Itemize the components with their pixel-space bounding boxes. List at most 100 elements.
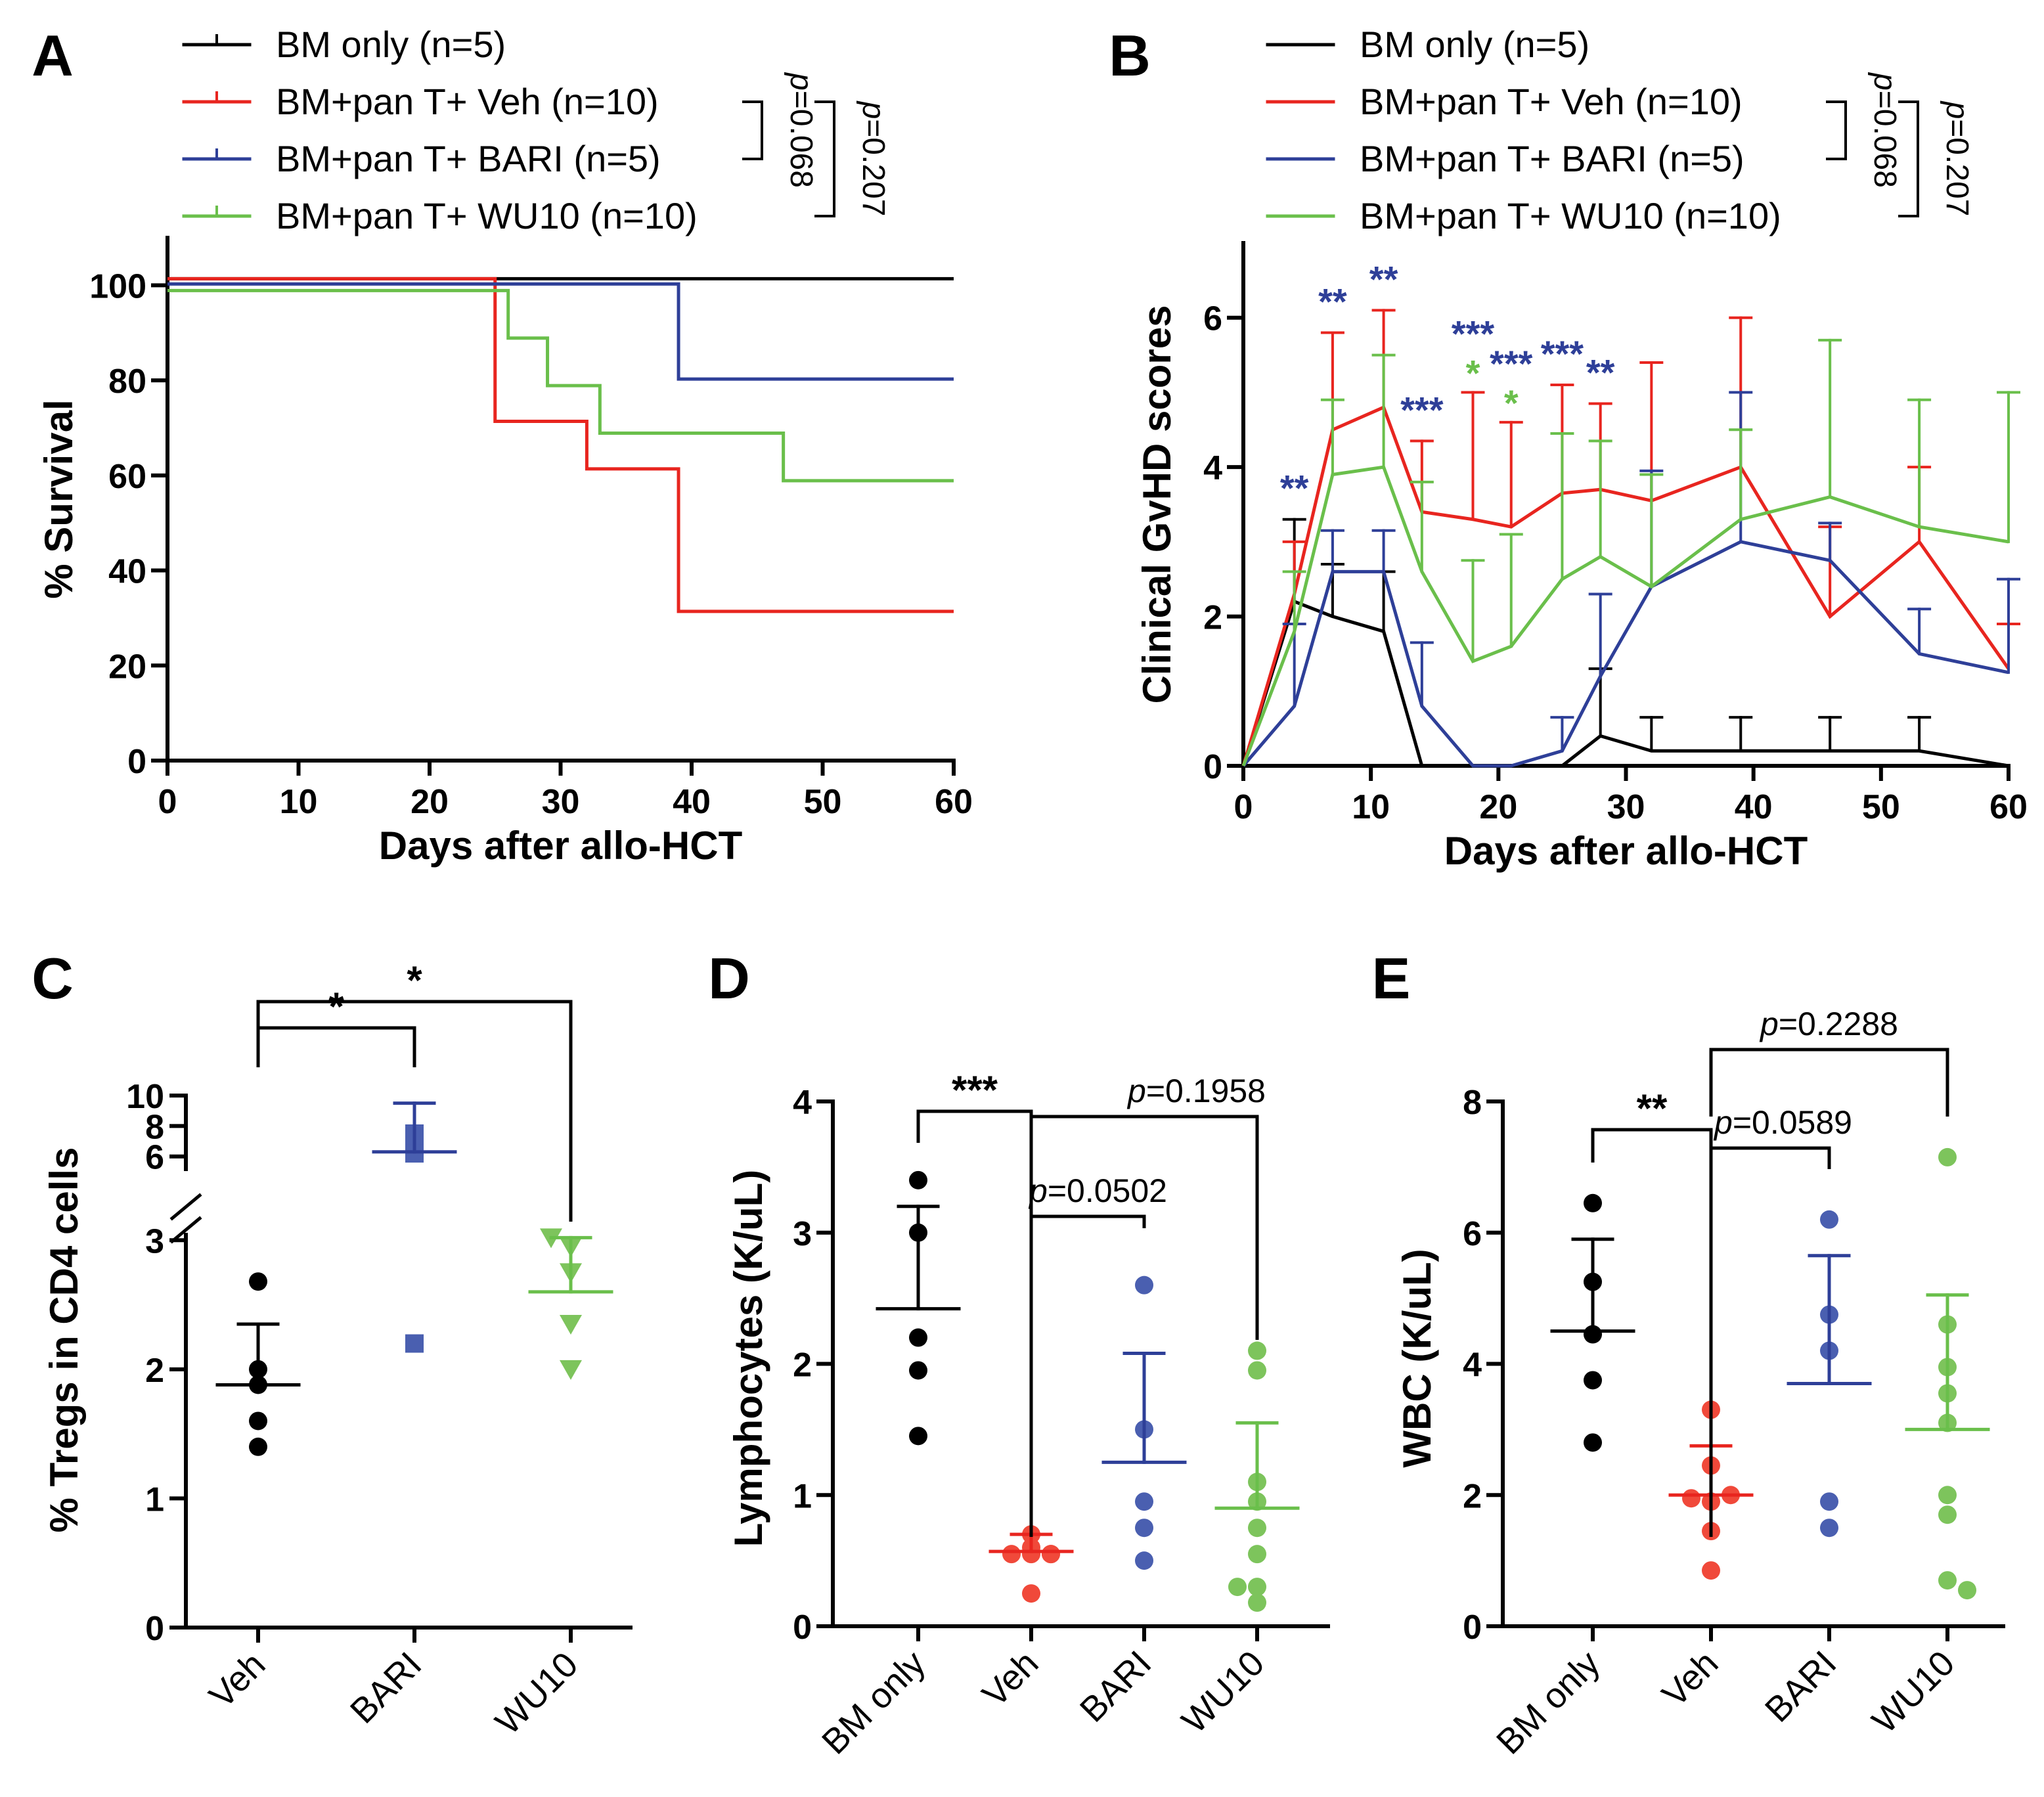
x-tick-label: 0 [1234,788,1253,826]
x-tick-label: 40 [673,783,711,821]
data-point [1022,1584,1040,1603]
data-point [1135,1519,1153,1538]
data-point [1584,1193,1602,1212]
y-axis-title: Clinical GvHD scores [1135,305,1179,704]
legend-label: BM+pan T+ Veh (n=10) [1360,81,1743,122]
series-line [1241,599,2009,768]
x-tick-label: 10 [1352,788,1390,826]
y-tick-label: 10 [126,1078,164,1116]
significance-star: *** [1452,313,1495,354]
y-tick-label: 20 [108,648,146,686]
data-point [1820,1210,1838,1229]
pvalue-bracket [742,100,763,160]
y-tick-label: 8 [1463,1084,1482,1122]
x-tick-label: 40 [1735,788,1773,826]
y-tick-label: 4 [1463,1346,1482,1385]
y-axis-title: % Tregs in CD4 cells [42,1147,86,1533]
y-tick-label: 60 [108,458,146,496]
x-tick-label: 60 [1989,788,2028,826]
significance-star: *** [1490,343,1533,384]
significance-bracket [1709,1146,1831,1537]
data-point [909,1170,927,1189]
pvalue-label: p=0.207 [1940,100,1974,217]
data-point [909,1427,927,1446]
data-point [1958,1581,1976,1600]
significance-star: ** [1586,351,1615,393]
data-point [249,1272,267,1291]
y-tick-label: 40 [108,553,146,591]
data-point [560,1315,582,1335]
data-point [909,1328,927,1347]
significance-star: *** [952,1068,998,1112]
data-point [1042,1545,1060,1564]
x-tick-label: 30 [1607,788,1645,826]
y-tick-label: 2 [1203,599,1222,637]
data-point [1248,1361,1266,1380]
data-point [1584,1433,1602,1452]
y-tick-label: 0 [145,1610,164,1648]
y-axis-title: Lymphocytes (K/uL) [726,1170,770,1547]
panel-label: C [32,946,74,1011]
y-tick-label: 2 [145,1352,164,1390]
significance-star: ** [1637,1086,1668,1130]
significance-bracket [256,1026,416,1067]
y-tick-label: 100 [89,267,146,305]
series-line [167,277,954,613]
x-tick-label: 60 [935,783,973,821]
significance-star: * [328,985,344,1029]
pvalue-label: p=0.068 [1867,72,1902,188]
y-tick-label: 80 [108,363,146,401]
data-point [1002,1545,1021,1564]
significance-star: *** [1400,389,1444,430]
data-point [1938,1505,1957,1524]
legend-label: BM+pan T+ BARI (n=5) [1360,138,1744,179]
significance-star: ** [1369,258,1398,300]
series-line [167,288,954,483]
data-point [1135,1551,1153,1570]
significance-star: *** [1541,333,1584,374]
data-point [1248,1519,1266,1538]
x-tick-label: 20 [1479,788,1517,826]
data-point [1022,1545,1040,1564]
data-point [1702,1561,1720,1580]
data-point [1938,1571,1957,1590]
x-tick-label: 20 [411,783,449,821]
pvalue-bracket [1826,100,1847,160]
x-tick-label: 30 [542,783,580,821]
data-point [909,1361,927,1380]
significance-bracket [1709,1048,1949,1117]
significance-star: * [407,958,422,1002]
data-point [1248,1341,1266,1360]
panel-label: E [1372,946,1411,1011]
legend-label: BM only (n=5) [1360,24,1589,65]
significance-star: ** [1318,280,1347,322]
panel-a-survival-chart: A BM only (n=5) BM+pan T+ Veh (n=10) BM+pan… [32,23,973,868]
data-point [1584,1371,1602,1390]
significance-star: * [1466,352,1480,393]
pvalue-bracket [1898,100,1919,217]
series-line [1241,465,2009,766]
pvalue-label: p=0.0589 [1713,1104,1852,1141]
y-tick-label: 2 [1463,1477,1482,1515]
y-tick-label: 2 [793,1346,812,1385]
axis-break-mark [169,1216,202,1244]
series-line [1241,405,2011,766]
data-point [1228,1578,1247,1597]
data-point [1248,1545,1266,1564]
legend-label: BM+pan T+ WU10 (n=10) [276,195,698,236]
data-point [249,1411,267,1431]
significance-bracket [1029,1115,1259,1537]
y-tick-label: 1 [145,1480,164,1519]
pvalue-label: p=0.2288 [1759,1006,1898,1042]
pvalue-label: p=0.207 [856,100,891,217]
x-tick-label: 0 [158,783,177,821]
series-line [167,282,954,381]
data-point [1820,1519,1838,1538]
legend-label: BM+pan T+ BARI (n=5) [276,138,661,179]
significance-star: ** [1280,468,1309,509]
data-point [1135,1276,1153,1295]
data-point [1820,1492,1838,1511]
data-point [1682,1489,1700,1508]
legend-label: BM only (n=5) [276,24,506,65]
